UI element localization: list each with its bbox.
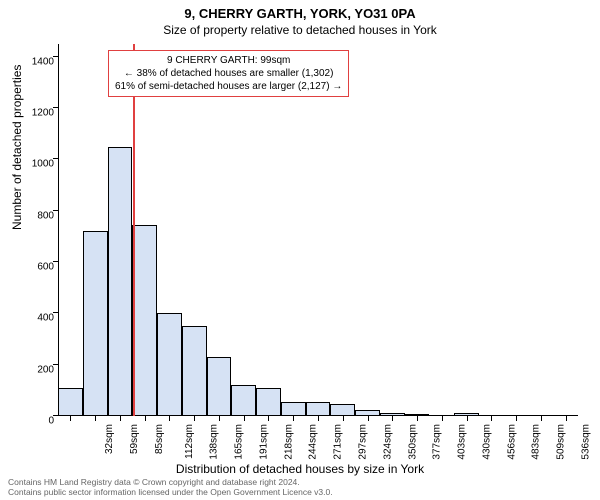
x-tick-label: 456sqm [506, 424, 517, 460]
x-tick-mark [343, 416, 344, 421]
x-tick-mark [417, 416, 418, 421]
histogram-bar [306, 402, 331, 416]
x-tick-label: 138sqm [209, 424, 220, 460]
y-tick-label: 600 [28, 262, 54, 273]
y-tick-label: 1400 [28, 56, 54, 67]
footer-attribution: Contains HM Land Registry data © Crown c… [8, 477, 333, 498]
histogram-bar [256, 388, 281, 416]
y-tick-label: 0 [28, 416, 54, 427]
x-tick-mark [368, 416, 369, 421]
x-tick-label: 165sqm [234, 424, 245, 460]
histogram-bar [83, 231, 108, 416]
x-tick-mark [541, 416, 542, 421]
histogram-bar [281, 402, 306, 416]
x-tick-label: 350sqm [407, 424, 418, 460]
x-tick-mark [318, 416, 319, 421]
y-tick-mark [53, 56, 58, 57]
page-title-line1: 9, CHERRY GARTH, YORK, YO31 0PA [0, 0, 600, 21]
x-tick-mark [268, 416, 269, 421]
footer-line-1: Contains HM Land Registry data © Crown c… [8, 477, 333, 488]
x-tick-mark [467, 416, 468, 421]
x-tick-mark [169, 416, 170, 421]
histogram-bar [58, 388, 83, 416]
page-title-line2: Size of property relative to detached ho… [0, 21, 600, 41]
x-tick-mark [219, 416, 220, 421]
bars-layer [58, 44, 578, 416]
x-tick-label: 244sqm [308, 424, 319, 460]
x-tick-mark [145, 416, 146, 421]
x-tick-mark [516, 416, 517, 421]
histogram-bar [207, 357, 232, 416]
y-tick-mark [53, 312, 58, 313]
y-tick-label: 800 [28, 210, 54, 221]
annotation-line-3: 61% of semi-detached houses are larger (… [115, 80, 342, 93]
histogram-bar [108, 147, 133, 416]
histogram-bar [182, 326, 207, 416]
y-tick-mark [53, 415, 58, 416]
x-tick-mark [442, 416, 443, 421]
annotation-line-1: 9 CHERRY GARTH: 99sqm [115, 54, 342, 67]
x-tick-label: 32sqm [104, 424, 115, 454]
x-tick-label: 536sqm [580, 424, 591, 460]
x-tick-label: 218sqm [283, 424, 294, 460]
x-tick-mark [566, 416, 567, 421]
x-tick-mark [120, 416, 121, 421]
x-tick-label: 324sqm [382, 424, 393, 460]
y-tick-mark [53, 261, 58, 262]
annotation-line-2: ← 38% of detached houses are smaller (1,… [115, 67, 342, 80]
x-axis-label: Distribution of detached houses by size … [0, 462, 600, 476]
y-tick-label: 1200 [28, 108, 54, 119]
histogram-bar [330, 404, 355, 416]
annotation-box: 9 CHERRY GARTH: 99sqm ← 38% of detached … [108, 50, 349, 97]
y-tick-mark [53, 107, 58, 108]
x-tick-label: 112sqm [184, 424, 195, 459]
x-tick-label: 509sqm [556, 424, 567, 460]
y-tick-label: 1000 [28, 159, 54, 170]
x-tick-mark [491, 416, 492, 421]
x-tick-label: 191sqm [259, 424, 270, 460]
y-tick-mark [53, 364, 58, 365]
x-tick-label: 403sqm [457, 424, 468, 460]
y-tick-mark [53, 158, 58, 159]
x-tick-mark [194, 416, 195, 421]
x-tick-label: 85sqm [154, 424, 165, 454]
x-tick-mark [244, 416, 245, 421]
footer-line-2: Contains public sector information licen… [8, 487, 333, 498]
x-tick-label: 483sqm [531, 424, 542, 460]
x-tick-mark [70, 416, 71, 421]
x-tick-label: 430sqm [481, 424, 492, 460]
x-tick-mark [293, 416, 294, 421]
histogram-bar [157, 313, 182, 416]
marker-vertical-line [133, 44, 135, 416]
x-tick-label: 377sqm [432, 424, 443, 460]
y-axis-label: Number of detached properties [10, 65, 24, 230]
x-tick-label: 59sqm [129, 424, 140, 454]
x-tick-label: 297sqm [358, 424, 369, 460]
histogram-bar [231, 385, 256, 416]
x-tick-mark [392, 416, 393, 421]
histogram-bar [132, 225, 157, 416]
y-tick-mark [53, 210, 58, 211]
plot-area: 0200400600800100012001400 32sqm59sqm85sq… [58, 44, 578, 416]
y-tick-label: 200 [28, 364, 54, 375]
x-tick-label: 271sqm [333, 424, 344, 460]
y-tick-label: 400 [28, 313, 54, 324]
x-tick-mark [95, 416, 96, 421]
